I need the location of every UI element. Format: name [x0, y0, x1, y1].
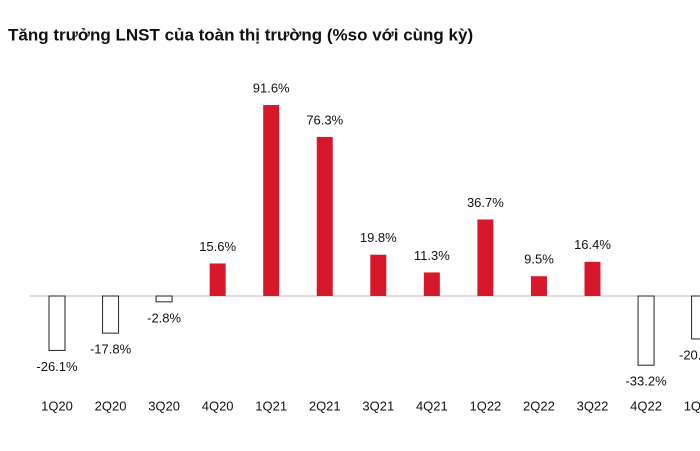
bar	[691, 295, 700, 340]
x-tick-label: 1Q20	[41, 398, 73, 413]
bar	[637, 295, 655, 366]
x-tick-label: 4Q20	[202, 398, 234, 413]
x-tick-label: 2Q22	[523, 398, 555, 413]
chart-title: Tăng trưởng LNST của toàn thị trường (%s…	[8, 25, 473, 44]
value-label: -26.1%	[36, 359, 78, 374]
bar	[263, 105, 280, 296]
value-label: 15.6%	[199, 239, 236, 254]
x-tick-label: 3Q22	[577, 398, 609, 413]
bar	[530, 276, 547, 296]
x-tick-label: 4Q21	[416, 398, 448, 413]
value-label: 11.3%	[414, 248, 450, 263]
bar	[316, 136, 333, 296]
x-tick-label: 1Q21	[255, 398, 287, 413]
x-tick-label: 4Q22	[630, 398, 662, 413]
bar	[155, 295, 173, 303]
x-tick-label: 1Q23	[684, 398, 700, 413]
bar	[423, 272, 440, 296]
bar	[209, 263, 226, 296]
value-label: -2.8%	[147, 310, 181, 325]
bar	[584, 261, 601, 296]
bar	[370, 254, 387, 296]
value-label: -17.8%	[90, 342, 132, 357]
value-label: -33.2%	[625, 374, 667, 389]
bar	[102, 295, 120, 334]
x-tick-label: 3Q20	[148, 398, 180, 413]
x-tick-label: 3Q21	[362, 398, 394, 413]
bar	[48, 295, 66, 351]
x-tick-label: 1Q22	[469, 398, 501, 413]
value-label: 36.7%	[467, 195, 504, 210]
value-label: 19.8%	[360, 230, 397, 245]
x-tick-label: 2Q20	[95, 398, 127, 413]
value-label: 91.6%	[253, 80, 290, 95]
value-label: 76.3%	[306, 112, 343, 127]
x-tick-label: 2Q21	[309, 398, 341, 413]
value-label: 16.4%	[574, 237, 611, 252]
value-label: 9.5%	[524, 252, 554, 267]
bar	[477, 219, 494, 296]
value-label: -20.6%	[679, 347, 700, 362]
